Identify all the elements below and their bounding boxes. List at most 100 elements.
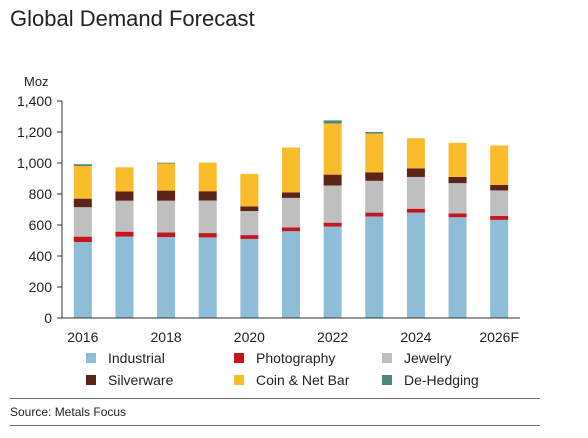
x-tick-label: 2018 bbox=[151, 329, 182, 345]
bottom-divider bbox=[10, 425, 540, 426]
bar-segment bbox=[323, 123, 342, 175]
legend-label: De-Hedging bbox=[404, 372, 479, 388]
legend-item: De-Hedging bbox=[382, 372, 479, 388]
y-tick-label: 400 bbox=[29, 248, 53, 264]
y-axis-unit-label: Moz bbox=[24, 74, 49, 89]
x-tick-label: 2026F bbox=[479, 329, 519, 345]
bar-segment bbox=[406, 212, 425, 318]
legend-item: Jewelry bbox=[382, 350, 451, 366]
bar-segment bbox=[198, 191, 217, 201]
bar-segment bbox=[282, 231, 300, 318]
bar-segment bbox=[198, 162, 217, 192]
bar-segment bbox=[282, 197, 300, 228]
bar-segment bbox=[73, 164, 92, 167]
bar-segment bbox=[365, 133, 384, 173]
legend-swatch bbox=[86, 375, 96, 385]
bar-segment bbox=[73, 236, 92, 243]
legend-label: Jewelry bbox=[404, 350, 452, 366]
y-tick-label: 1,200 bbox=[17, 124, 52, 140]
legend-label: Coin & Net Bar bbox=[256, 372, 350, 388]
legend-swatch bbox=[86, 353, 96, 363]
bar-segment bbox=[240, 211, 259, 236]
y-tick-label: 0 bbox=[44, 310, 52, 326]
bar-segment bbox=[490, 219, 509, 318]
legend-label: Silverware bbox=[108, 372, 174, 388]
y-tick-label: 200 bbox=[29, 279, 53, 295]
x-tick-label: 2016 bbox=[67, 329, 98, 345]
bar-segment bbox=[490, 190, 509, 217]
x-axis: 2016 2018 2020 2022 2024 2026F bbox=[62, 317, 520, 345]
bar-segment bbox=[448, 176, 467, 184]
top-divider bbox=[10, 398, 540, 399]
bar-segment bbox=[448, 142, 467, 177]
bar-segment bbox=[157, 232, 176, 238]
bar-segment bbox=[323, 174, 342, 186]
y-tick-label: 1,000 bbox=[17, 155, 52, 171]
bar-segment bbox=[490, 145, 509, 186]
legend-swatch bbox=[234, 375, 244, 385]
bar-segment bbox=[406, 208, 425, 213]
bar-segment bbox=[73, 242, 92, 318]
bar-segment bbox=[240, 235, 259, 239]
bar-segment bbox=[406, 176, 425, 209]
bar-segment bbox=[365, 216, 384, 318]
bar-segment bbox=[240, 173, 259, 207]
bar-segment bbox=[323, 222, 342, 227]
bar-segment bbox=[448, 217, 467, 318]
bar-segment bbox=[115, 200, 134, 232]
x-tick-label: 2024 bbox=[400, 329, 431, 345]
legend-label: Photography bbox=[256, 350, 336, 366]
bar-segment bbox=[157, 237, 176, 318]
bar-segment bbox=[73, 166, 92, 199]
bar-segment bbox=[115, 231, 134, 237]
bar-segment bbox=[365, 180, 384, 213]
bar-segment bbox=[115, 236, 134, 318]
bar-segment bbox=[490, 216, 509, 220]
y-axis: 0 200 400 600 800 1,000 1,200 1,400 bbox=[17, 93, 63, 326]
legend-item: Silverware bbox=[86, 372, 173, 388]
x-tick-label: 2022 bbox=[317, 329, 348, 345]
bar-segment bbox=[240, 238, 259, 318]
legend-item: Coin & Net Bar bbox=[234, 372, 349, 388]
bar-segment bbox=[448, 183, 467, 214]
y-tick-label: 800 bbox=[29, 186, 53, 202]
bars-group bbox=[73, 120, 509, 318]
bar-segment bbox=[448, 213, 467, 218]
legend-swatch bbox=[234, 353, 244, 363]
y-tick-label: 600 bbox=[29, 217, 53, 233]
x-tick-label: 2020 bbox=[234, 329, 265, 345]
source-note: Source: Metals Focus bbox=[10, 405, 127, 419]
legend-swatch bbox=[382, 375, 392, 385]
bar-segment bbox=[157, 190, 176, 201]
bar-segment bbox=[73, 198, 92, 208]
bar-segment bbox=[406, 168, 425, 177]
legend-swatch bbox=[382, 353, 392, 363]
chart-plot: 0 200 400 600 800 1,000 1,200 1,400 2016 2018 202… bbox=[17, 93, 520, 345]
bar-segment bbox=[323, 226, 342, 318]
bar-segment bbox=[323, 185, 342, 223]
bar-segment bbox=[490, 185, 509, 191]
bar-segment bbox=[282, 227, 300, 232]
bar-segment bbox=[198, 237, 217, 318]
bar-segment bbox=[198, 233, 217, 238]
bar-segment bbox=[282, 147, 300, 193]
legend-item: Photography bbox=[234, 350, 335, 366]
bar-segment bbox=[365, 212, 384, 217]
bar-segment bbox=[157, 162, 176, 164]
bar-segment bbox=[157, 163, 176, 191]
legend-label: Industrial bbox=[108, 350, 165, 366]
bar-segment bbox=[115, 191, 134, 201]
bar-segment bbox=[157, 200, 176, 233]
legend-item: Industrial bbox=[86, 350, 165, 366]
bar-segment bbox=[365, 172, 384, 181]
bar-segment bbox=[323, 120, 342, 124]
bar-segment bbox=[365, 132, 384, 134]
bar-segment bbox=[282, 192, 300, 198]
y-tick-label: 1,400 bbox=[17, 93, 52, 109]
bar-segment bbox=[73, 207, 92, 237]
bar-segment bbox=[406, 138, 425, 169]
bar-segment bbox=[240, 206, 259, 212]
chart-title: Global Demand Forecast bbox=[10, 6, 255, 31]
bar-segment bbox=[198, 200, 217, 234]
